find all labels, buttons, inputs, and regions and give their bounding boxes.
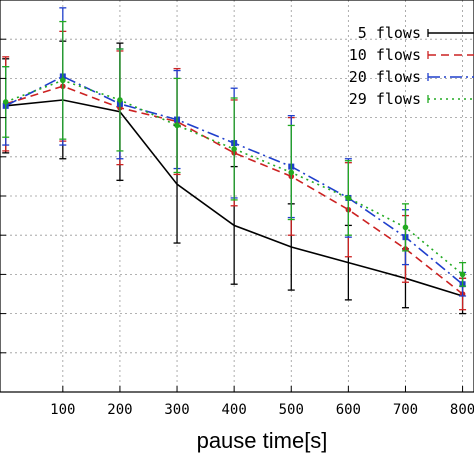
data-point xyxy=(117,97,123,103)
x-tick-label: 700 xyxy=(393,402,418,418)
legend-label: 20 flows xyxy=(349,68,421,86)
x-axis-label: pause time[s] xyxy=(197,428,328,453)
data-point xyxy=(345,195,352,201)
data-point xyxy=(402,224,409,231)
data-point xyxy=(2,99,9,105)
series-layer xyxy=(2,7,467,315)
legend: 5 flows 10 flows 20 flows 29 flows xyxy=(349,24,474,108)
series-4 xyxy=(2,20,467,287)
plot-frame xyxy=(0,0,474,393)
x-tick-label: 100 xyxy=(50,402,75,418)
series-line xyxy=(5,85,464,295)
x-tick-label: 200 xyxy=(107,402,132,418)
data-point xyxy=(174,122,180,129)
legend-label: 5 flows xyxy=(358,24,421,42)
series-line xyxy=(5,99,463,297)
x-axis-ticks: 100 200 300 400 500 600 700 800 xyxy=(0,38,474,418)
data-point xyxy=(231,146,237,152)
x-tick-label: 300 xyxy=(164,402,189,418)
x-tick-label: 600 xyxy=(336,402,361,418)
data-point xyxy=(459,271,466,278)
legend-label: 29 flows xyxy=(349,90,421,108)
data-point xyxy=(60,77,66,84)
x-tick-label: 400 xyxy=(221,402,246,418)
legend-label: 10 flows xyxy=(349,46,421,64)
x-tick-label: 500 xyxy=(279,402,304,418)
x-tick-label: 800 xyxy=(450,402,474,418)
data-point xyxy=(288,169,295,176)
